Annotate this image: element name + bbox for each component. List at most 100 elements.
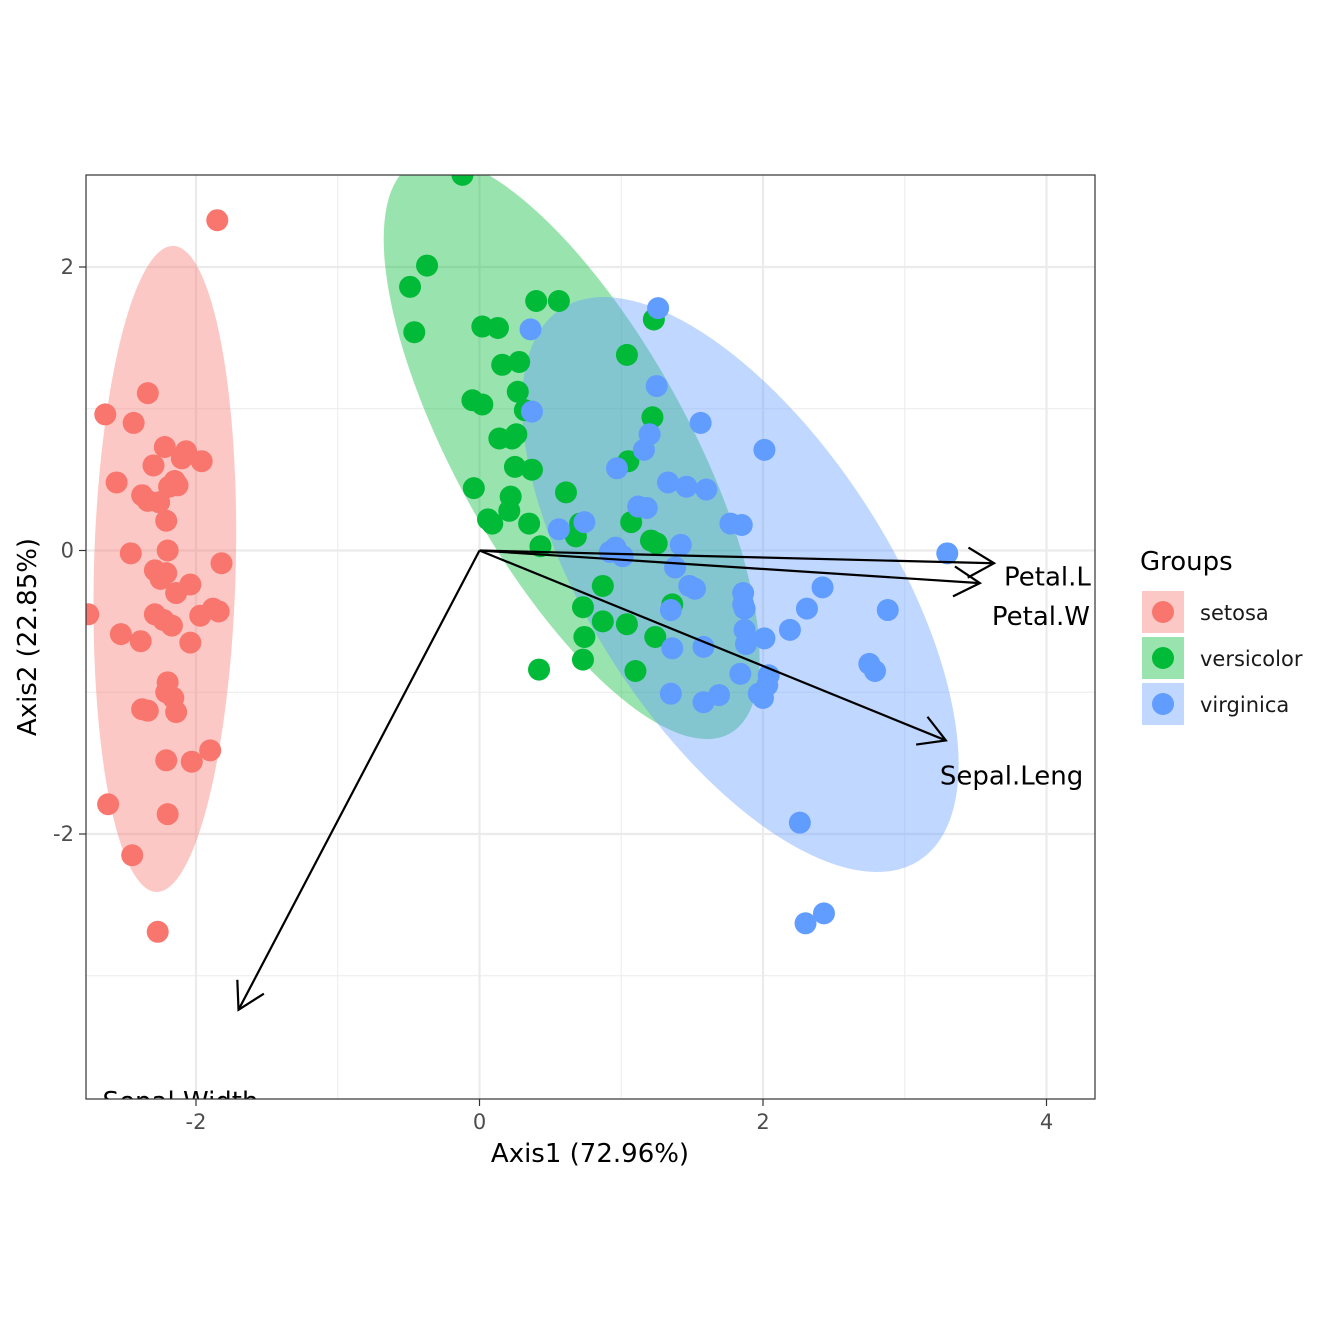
point-setosa bbox=[122, 411, 145, 434]
point-versicolor bbox=[481, 512, 504, 535]
loading-arrowhead-Petal.Length bbox=[967, 546, 997, 579]
point-versicolor bbox=[491, 353, 514, 376]
point-setosa bbox=[165, 701, 188, 724]
point-setosa bbox=[105, 471, 128, 494]
point-virginica bbox=[664, 556, 687, 579]
point-virginica bbox=[795, 597, 818, 620]
point-virginica bbox=[794, 912, 817, 935]
point-virginica bbox=[753, 627, 776, 650]
point-setosa bbox=[136, 699, 159, 722]
point-setosa bbox=[206, 209, 229, 232]
loading-label-Petal.Width: Petal.W bbox=[992, 602, 1090, 632]
point-versicolor bbox=[571, 648, 594, 671]
point-virginica bbox=[635, 496, 658, 519]
x-tick-label: 0 bbox=[473, 1110, 486, 1134]
loading-label-Sepal.Width: Sepal.Width bbox=[103, 1087, 259, 1117]
point-virginica bbox=[520, 400, 543, 423]
point-virginica bbox=[689, 411, 712, 434]
legend-point-setosa bbox=[1152, 601, 1174, 623]
legend: Groups setosa versicolor virginica bbox=[1140, 547, 1303, 725]
point-virginica bbox=[692, 635, 715, 658]
point-virginica bbox=[683, 577, 706, 600]
legend-point-versicolor bbox=[1152, 647, 1174, 669]
point-versicolor bbox=[498, 499, 521, 522]
point-virginica bbox=[936, 542, 959, 565]
axes: -2 0 2 4 2 0 -2 bbox=[53, 255, 1053, 1134]
point-setosa bbox=[136, 382, 159, 405]
point-virginica bbox=[611, 545, 634, 568]
point-virginica bbox=[733, 597, 756, 620]
point-versicolor bbox=[624, 659, 647, 682]
point-virginica bbox=[657, 471, 680, 494]
point-versicolor bbox=[520, 458, 543, 481]
point-setosa bbox=[121, 844, 144, 867]
point-virginica bbox=[605, 457, 628, 480]
point-virginica bbox=[695, 478, 718, 501]
x-axis-title: Axis1 (72.96%) bbox=[491, 1139, 689, 1169]
y-axis-title: Axis2 (22.85%) bbox=[13, 538, 43, 736]
point-versicolor bbox=[571, 596, 594, 619]
loading-arrowhead-Sepal.Width bbox=[236, 979, 265, 1012]
point-versicolor bbox=[615, 343, 638, 366]
y-tick-label: -2 bbox=[53, 822, 74, 846]
point-setosa bbox=[189, 604, 212, 627]
point-versicolor bbox=[644, 625, 667, 648]
x-tick-label: 2 bbox=[756, 1110, 769, 1134]
point-setosa bbox=[155, 509, 178, 532]
point-versicolor bbox=[554, 481, 577, 504]
point-virginica bbox=[659, 682, 682, 705]
point-setosa bbox=[142, 454, 165, 477]
point-versicolor bbox=[488, 427, 511, 450]
point-setosa bbox=[156, 803, 179, 826]
loading-arrow-Petal.Length bbox=[479, 549, 995, 565]
point-setosa bbox=[109, 623, 132, 646]
point-setosa bbox=[199, 739, 222, 762]
point-virginica bbox=[675, 475, 698, 498]
point-virginica bbox=[730, 513, 753, 536]
ellipse-versicolor bbox=[383, 175, 760, 740]
point-virginica bbox=[547, 518, 570, 541]
point-virginica bbox=[876, 599, 899, 622]
point-virginica bbox=[811, 576, 834, 599]
point-setosa bbox=[155, 749, 178, 772]
point-virginica bbox=[692, 691, 715, 714]
loading-label-Petal.Length: Petal.L bbox=[1004, 562, 1091, 592]
point-versicolor bbox=[503, 455, 526, 478]
legend-label-versicolor: versicolor bbox=[1200, 647, 1303, 671]
point-setosa bbox=[160, 614, 183, 637]
point-versicolor bbox=[615, 613, 638, 636]
point-virginica bbox=[647, 297, 670, 320]
point-setosa bbox=[119, 542, 142, 565]
point-setosa bbox=[158, 475, 181, 498]
point-versicolor bbox=[506, 380, 529, 403]
point-virginica bbox=[632, 438, 655, 461]
point-virginica bbox=[788, 811, 811, 834]
point-versicolor bbox=[547, 290, 570, 313]
point-virginica bbox=[669, 533, 692, 556]
loading-arrowhead-Sepal.Length bbox=[915, 716, 948, 746]
point-versicolor bbox=[451, 175, 474, 186]
point-setosa bbox=[190, 450, 213, 473]
point-virginica bbox=[752, 686, 774, 709]
point-versicolor bbox=[403, 321, 426, 344]
loading-arrow-Petal.Width bbox=[479, 549, 980, 585]
point-setosa bbox=[149, 567, 172, 590]
point-versicolor bbox=[462, 477, 485, 500]
point-setosa bbox=[153, 436, 176, 459]
point-virginica bbox=[573, 511, 596, 534]
point-setosa bbox=[207, 600, 230, 623]
point-setosa bbox=[170, 447, 193, 470]
x-tick-label: 4 bbox=[1040, 1110, 1053, 1134]
plot-area: Petal.L Petal.W Sepal.Leng Sepal.Width bbox=[86, 175, 1091, 1117]
legend-label-virginica: virginica bbox=[1200, 693, 1289, 717]
point-versicolor bbox=[573, 625, 596, 648]
point-versicolor bbox=[641, 406, 664, 429]
point-setosa bbox=[86, 603, 100, 626]
point-virginica bbox=[753, 438, 776, 461]
point-virginica bbox=[734, 633, 757, 656]
point-setosa bbox=[165, 582, 188, 605]
point-virginica bbox=[729, 662, 752, 685]
point-setosa bbox=[179, 631, 202, 654]
point-virginica bbox=[659, 599, 682, 622]
point-setosa bbox=[156, 539, 179, 562]
